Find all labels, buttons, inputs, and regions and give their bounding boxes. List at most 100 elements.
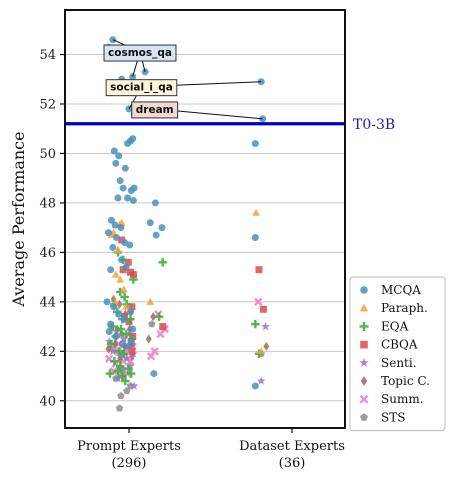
point-senti-9 [126, 361, 135, 370]
point-mcqa-38 [120, 315, 128, 323]
point-cbqa-2 [119, 266, 127, 274]
legend-marker-paraph [359, 303, 369, 312]
callout-cosmos-qa: cosmos_qa [103, 39, 177, 77]
point-paraph-8 [111, 297, 119, 305]
point-senti-11 [129, 381, 139, 390]
point-eqa-23 [118, 371, 127, 381]
point-mcqa-27 [104, 229, 112, 237]
point-mcqa-47 [158, 224, 166, 232]
point-mcqa-12 [129, 135, 137, 143]
point-eqa-27 [154, 312, 164, 321]
point-mcqa-21 [114, 194, 122, 202]
point-mcqa-22 [124, 194, 132, 202]
category-label-dataset-experts: Dataset Experts [239, 439, 345, 454]
point-cbqa-0 [118, 236, 126, 244]
legend-marker-eqa [359, 321, 369, 331]
point-senti-8 [118, 364, 127, 373]
point-mcqa-54 [124, 342, 132, 350]
point-topic-c-6 [118, 329, 125, 339]
point-topic-c-11 [117, 354, 124, 364]
point-eqa-17 [119, 349, 129, 358]
point-mcqa-15 [112, 159, 120, 167]
point-senti-0 [104, 336, 114, 346]
point-mcqa-48 [146, 219, 154, 227]
point-eqa-16 [114, 347, 123, 356]
legend-marker-sts [360, 413, 368, 421]
legend-marker-summ [359, 394, 369, 404]
legend-label-cbqa: CBQA [381, 338, 418, 352]
y-tick-label-46: 46 [39, 246, 56, 261]
point-senti-1 [112, 326, 121, 336]
point-mcqa-43 [118, 340, 126, 348]
point-mcqa-41 [129, 325, 137, 333]
point-cbqa-12 [259, 305, 267, 313]
point-mcqa-17 [116, 177, 124, 185]
point-mcqa-32 [107, 266, 115, 274]
point-topic-c-1 [116, 299, 123, 309]
point-cbqa-1 [124, 258, 132, 266]
y-tick-label-42: 42 [39, 345, 56, 360]
point-cbqa-4 [129, 271, 137, 279]
point-eqa-22 [113, 366, 123, 376]
point-eqa-25 [121, 376, 130, 386]
point-topic-c-13 [150, 312, 157, 322]
point-senti-12 [261, 322, 270, 331]
point-mcqa-51 [150, 370, 158, 378]
point-cbqa-7 [125, 318, 133, 326]
point-senti-4 [108, 346, 118, 356]
callout-box-dream [131, 101, 179, 119]
legend-label-eqa: EQA [381, 319, 409, 333]
point-eqa-24 [127, 369, 136, 378]
point-mcqa-45 [251, 140, 259, 148]
point-paraph-12 [257, 347, 266, 355]
point-eqa-19 [115, 361, 125, 371]
y-tick-label-50: 50 [39, 147, 56, 162]
y-tick-label-48: 48 [39, 196, 56, 211]
point-mcqa-13 [110, 147, 118, 155]
point-eqa-26 [158, 258, 167, 267]
point-mcqa-24 [107, 216, 115, 224]
point-mcqa-50 [251, 234, 259, 242]
y-tick-label-52: 52 [39, 97, 56, 112]
point-mcqa-23 [129, 196, 137, 204]
callout-social-i-qa: social_i_qa [105, 78, 262, 110]
point-paraph-10 [252, 208, 260, 216]
point-paraph-6 [116, 275, 125, 283]
point-mcqa-39 [126, 308, 134, 316]
plot-frame [64, 9, 346, 429]
callout-label-dream: dream [136, 104, 174, 116]
point-senti-10 [113, 373, 123, 383]
point-mcqa-34 [122, 263, 130, 271]
point-sts-4 [117, 392, 125, 399]
point-topic-c-8 [105, 344, 112, 354]
y-tick-label-54: 54 [39, 48, 56, 63]
callout-dream: dream [131, 101, 263, 120]
point-mcqa-46 [151, 199, 159, 207]
point-eqa-9 [126, 314, 135, 324]
point-paraph-5 [111, 270, 120, 278]
point-mcqa-26 [117, 224, 125, 232]
point-mcqa-37 [115, 310, 123, 318]
point-paraph-11 [146, 297, 155, 305]
point-cbqa-5 [128, 303, 136, 311]
point-cbqa-13 [159, 323, 167, 331]
legend-label-topic-c: Topic C. [381, 374, 430, 388]
point-mcqa-28 [113, 234, 121, 242]
point-mcqa-31 [126, 241, 134, 249]
y-tick-label-40: 40 [39, 394, 56, 409]
point-senti-6 [122, 354, 132, 363]
legend-marker-senti [359, 357, 369, 367]
legend-label-summ: Summ. [381, 392, 424, 406]
point-paraph-3 [117, 218, 126, 226]
point-mcqa-16 [121, 164, 129, 172]
legend-marker-mcqa [360, 286, 368, 294]
point-sts-6 [148, 320, 156, 328]
reference-line-group: T0-3B [65, 117, 395, 133]
point-mcqa-40 [107, 320, 115, 328]
legend: MCQA Paraph. EQA CBQA Senti. Topic C. Summ. STS [349, 276, 446, 432]
legend-label-mcqa: MCQA [381, 283, 421, 297]
callout-label-social-i-qa: social_i_qa [110, 82, 173, 94]
point-mcqa-53 [105, 328, 113, 336]
point-sts-5 [115, 404, 124, 412]
